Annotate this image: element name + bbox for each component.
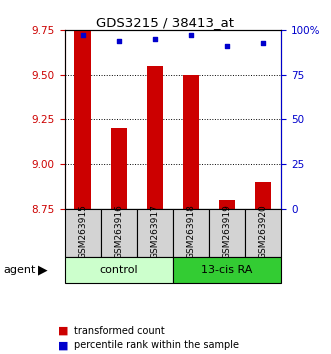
Bar bbox=[255, 182, 271, 209]
Bar bbox=[137, 209, 173, 257]
Text: GSM263919: GSM263919 bbox=[223, 204, 232, 259]
Bar bbox=[173, 257, 281, 283]
Text: GDS3215 / 38413_at: GDS3215 / 38413_at bbox=[97, 16, 234, 29]
Text: GSM263920: GSM263920 bbox=[259, 204, 268, 259]
Text: 13-cis RA: 13-cis RA bbox=[202, 265, 253, 275]
Text: control: control bbox=[99, 265, 138, 275]
Bar bbox=[65, 257, 173, 283]
Point bbox=[152, 36, 158, 42]
Text: ▶: ▶ bbox=[38, 263, 48, 276]
Point bbox=[260, 40, 266, 45]
Bar bbox=[219, 200, 235, 209]
Text: GSM263917: GSM263917 bbox=[150, 204, 160, 259]
Text: transformed count: transformed count bbox=[74, 326, 165, 336]
Bar bbox=[101, 209, 137, 257]
Text: ■: ■ bbox=[58, 326, 69, 336]
Bar bbox=[147, 66, 163, 209]
Bar bbox=[245, 209, 281, 257]
Text: percentile rank within the sample: percentile rank within the sample bbox=[74, 340, 239, 350]
Text: GSM263918: GSM263918 bbox=[186, 204, 196, 259]
Text: ■: ■ bbox=[58, 340, 69, 350]
Point bbox=[188, 33, 194, 38]
Point bbox=[116, 38, 121, 44]
Bar bbox=[173, 209, 209, 257]
Text: agent: agent bbox=[3, 265, 36, 275]
Text: GSM263915: GSM263915 bbox=[78, 204, 87, 259]
Bar bbox=[111, 129, 127, 209]
Bar bbox=[209, 209, 245, 257]
Point bbox=[224, 43, 230, 49]
Bar bbox=[65, 209, 101, 257]
Bar bbox=[183, 75, 199, 209]
Point bbox=[80, 33, 85, 38]
Text: GSM263916: GSM263916 bbox=[114, 204, 123, 259]
Bar bbox=[74, 30, 91, 209]
